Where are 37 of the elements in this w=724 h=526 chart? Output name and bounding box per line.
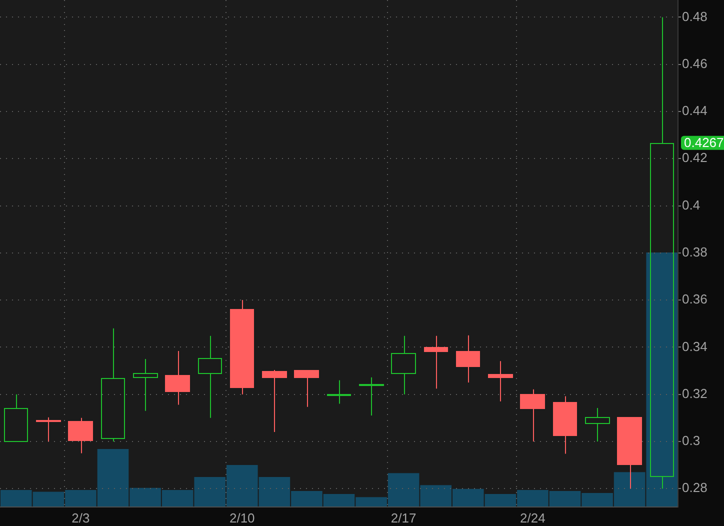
candlestick (4, 394, 28, 442)
candlestick (424, 335, 448, 390)
candlestick (230, 300, 254, 395)
candlestick (617, 417, 642, 490)
text: 0.4267 (684, 134, 724, 150)
candlestick (488, 360, 513, 402)
candlestick (101, 328, 125, 442)
x-tick-label: 2/24 (520, 510, 546, 526)
candlestick (391, 335, 416, 395)
y-tick-label: 0.48 (682, 8, 708, 24)
y-tick-label: 0.38 (682, 244, 708, 260)
y-tick-label: 0.46 (682, 56, 708, 71)
candlestick (262, 370, 287, 433)
candlestick (585, 408, 610, 442)
candlestick (650, 16, 674, 490)
y-tick-label: 0.4 (682, 197, 700, 212)
candlestick (359, 376, 384, 416)
x-tick-label: 2/3 (72, 510, 90, 526)
y-tick-label: 0.36 (682, 292, 708, 307)
candlestick (520, 388, 545, 442)
y-tick-label: 0.44 (682, 103, 708, 118)
candlestick (456, 334, 480, 384)
candlestick (198, 335, 222, 418)
candlestick (165, 350, 190, 406)
candlestick (294, 370, 319, 408)
candlestick (327, 380, 351, 404)
y-tick-label: 0.3 (682, 433, 700, 448)
x-tick-label: 2/17 (390, 510, 416, 526)
y-tick-label: 0.28 (682, 480, 708, 496)
candlestick (553, 396, 577, 454)
y-tick-label: 0.34 (682, 338, 708, 354)
y-tick-label: 0.32 (682, 386, 708, 401)
candlestick (133, 358, 158, 412)
x-tick-label: 2/10 (229, 510, 255, 526)
candlestick (36, 416, 61, 442)
candlestick (68, 417, 93, 454)
y-tick-label: 0.42 (682, 150, 708, 166)
